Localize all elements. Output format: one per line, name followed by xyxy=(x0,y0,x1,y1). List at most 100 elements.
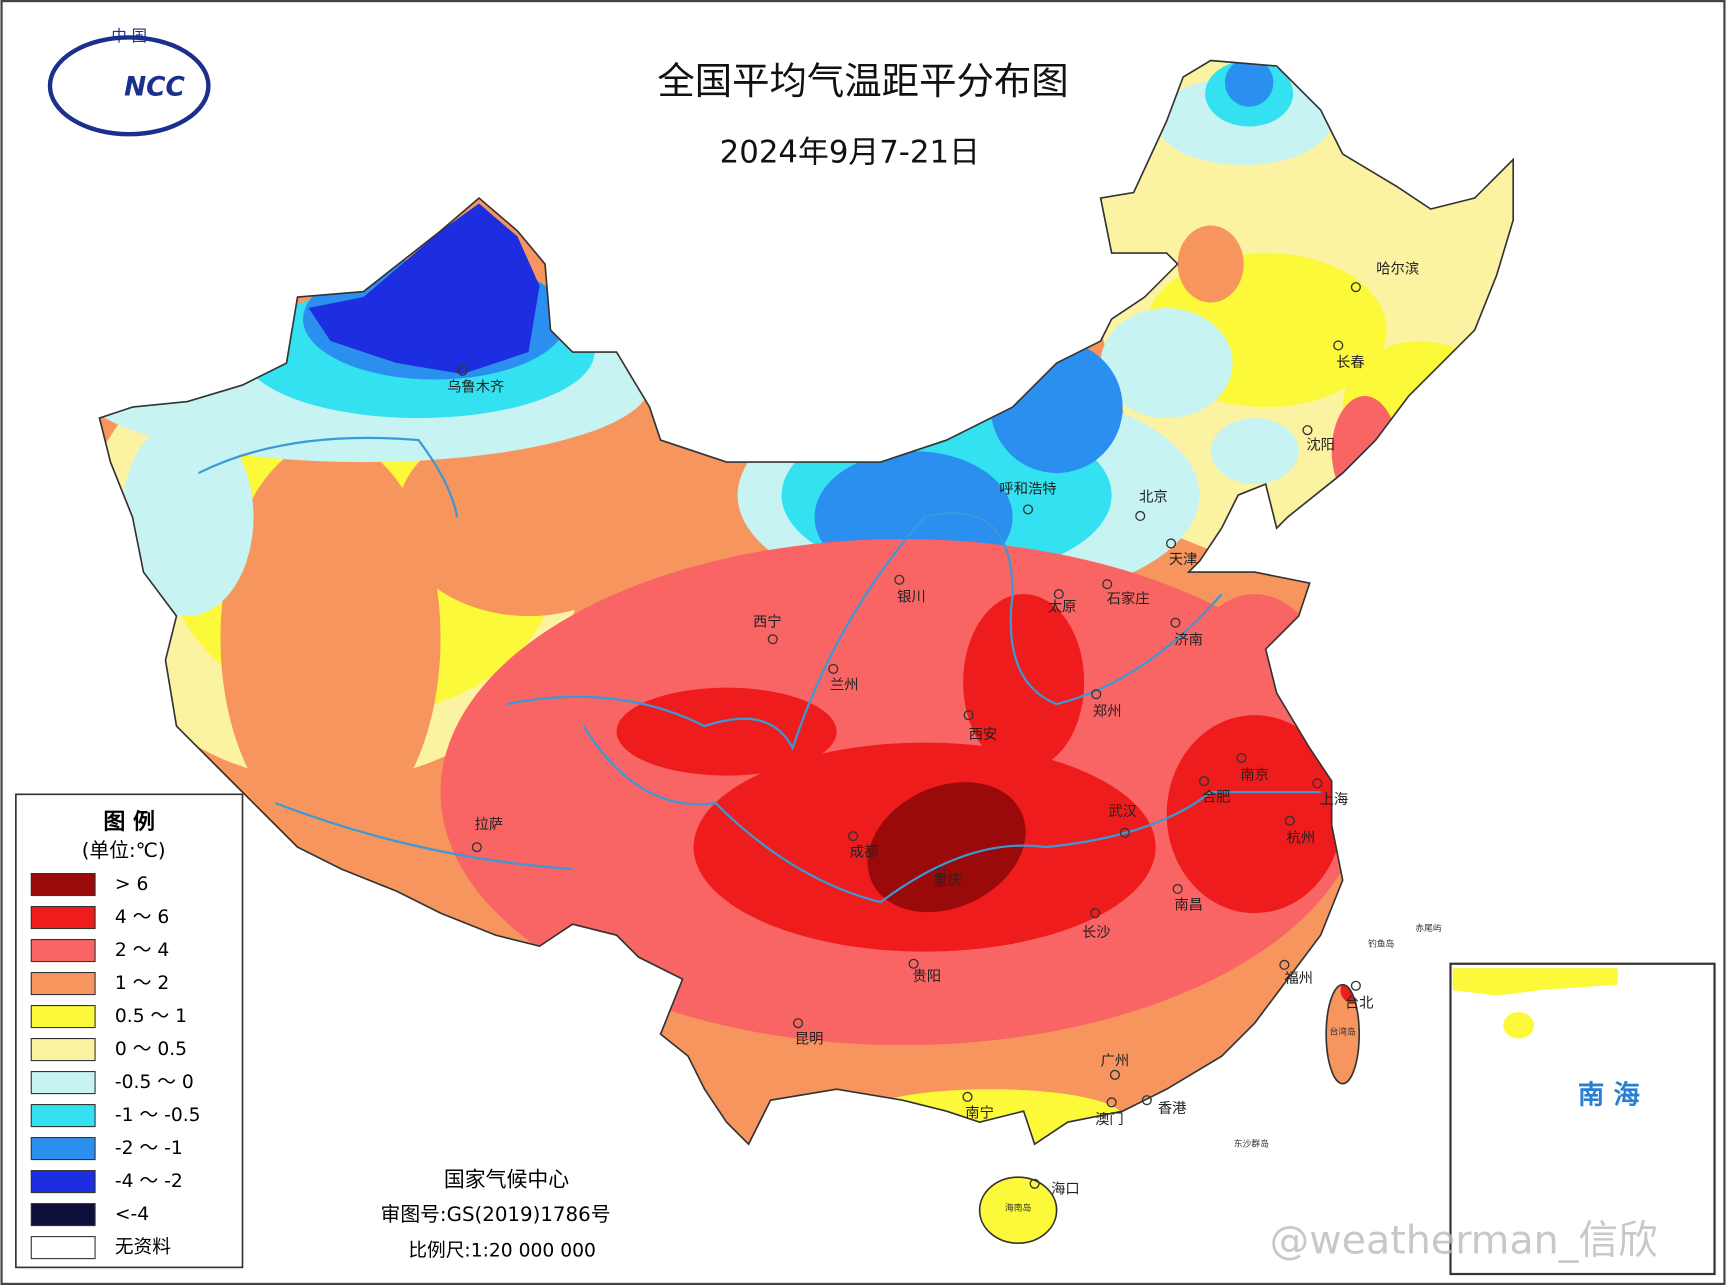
legend-swatch xyxy=(30,1137,96,1161)
legend-label: -0.5 ～ 0 xyxy=(115,1072,194,1093)
river xyxy=(582,725,1321,904)
legend: 图 例 (单位:℃) > 6 4 ～ 6 2 ～ 4 1 ～ 2 0.5 ～ 1 0 ～ … xyxy=(15,793,244,1269)
place-label: 钓鱼岛 xyxy=(1368,937,1395,949)
city-marker xyxy=(1106,1097,1117,1108)
logo-top: 中 国 xyxy=(111,27,147,45)
place-label: 东沙群岛 xyxy=(1234,1138,1269,1150)
city-marker xyxy=(1091,689,1102,700)
city-label: 沈阳 xyxy=(1306,437,1335,454)
city-marker xyxy=(1165,538,1177,549)
city-marker xyxy=(1236,752,1247,764)
legend-label: 无资料 xyxy=(115,1237,171,1258)
legend-swatch xyxy=(30,938,96,963)
city-marker xyxy=(1284,815,1295,826)
city-marker xyxy=(908,958,919,969)
subtitle: 2024年9月7-21日 xyxy=(720,135,980,171)
city-marker xyxy=(793,1018,804,1029)
river xyxy=(198,436,459,518)
city-label: 广州 xyxy=(1101,1053,1130,1070)
field-ne-cool xyxy=(1210,418,1299,485)
city-label: 杭州 xyxy=(1287,829,1316,846)
city-marker xyxy=(1333,340,1344,351)
logo-mark: NCC xyxy=(124,72,185,103)
city-label: 香港 xyxy=(1158,1100,1187,1117)
legend-title: 图 例 xyxy=(103,810,155,835)
city-marker xyxy=(1029,1178,1040,1189)
field-e-hotter xyxy=(1166,715,1343,914)
river xyxy=(506,512,1223,751)
city-marker xyxy=(1279,959,1290,970)
city-label: 呼和浩特 xyxy=(999,481,1056,498)
city-label: 银川 xyxy=(897,588,926,605)
city-label: 合肥 xyxy=(1202,789,1231,806)
legend-swatch xyxy=(30,1203,96,1227)
rivers xyxy=(198,436,1321,904)
city-label: 重庆 xyxy=(933,872,962,889)
city-marker xyxy=(894,574,905,585)
city-label: 拉萨 xyxy=(475,816,504,833)
field-c-hotter xyxy=(963,594,1085,771)
field-c-hottest xyxy=(867,782,1026,913)
place-label: 赤尾屿 xyxy=(1415,923,1442,934)
city-label: 南昌 xyxy=(1174,896,1203,913)
field-nw-colder xyxy=(308,203,540,375)
legend-swatch xyxy=(30,972,96,996)
title: 全国平均气温距平分布图 xyxy=(657,59,1068,103)
city-label: 昆明 xyxy=(795,1032,824,1048)
city-marker xyxy=(767,634,778,645)
city-marker xyxy=(1312,778,1323,789)
legend-label: <-4 xyxy=(115,1204,149,1225)
city-marker xyxy=(848,831,859,842)
city-marker xyxy=(1022,504,1034,515)
city-marker xyxy=(1172,883,1183,894)
city-label: 武汉 xyxy=(1108,803,1137,820)
city-marker xyxy=(1109,1069,1120,1080)
city-label: 石家庄 xyxy=(1107,590,1150,608)
legend-swatch xyxy=(30,1170,96,1194)
city-marker xyxy=(1135,510,1146,522)
field-w-orange xyxy=(396,418,661,617)
legend-box xyxy=(15,793,244,1269)
city-marker xyxy=(1302,425,1313,436)
legend-swatch xyxy=(30,1236,96,1260)
city-label: 太原 xyxy=(1048,598,1077,615)
logo: 中 国 NCC xyxy=(47,27,211,137)
city-label: 天津 xyxy=(1169,551,1198,568)
city-label: 北京 xyxy=(1139,488,1168,505)
city-label: 海口 xyxy=(1051,1180,1080,1197)
river xyxy=(275,802,573,871)
legend-unit: (单位:℃) xyxy=(82,839,166,862)
footer-scale: 比例尺:1:20 000 000 xyxy=(408,1240,596,1261)
city-label: 西安 xyxy=(969,726,998,743)
city-marker xyxy=(963,710,974,721)
city-label: 台北 xyxy=(1345,994,1374,1011)
field-c-hotter xyxy=(616,687,837,776)
inset: 南 海 xyxy=(1449,962,1716,1276)
legend-swatch xyxy=(30,872,96,897)
legend-swatch xyxy=(30,1104,96,1128)
footer-agency: 国家气候中心 xyxy=(444,1167,569,1191)
city-label: 西宁 xyxy=(753,614,782,631)
city-marker xyxy=(471,842,482,853)
city-label: 长沙 xyxy=(1082,924,1111,941)
city-label: 福州 xyxy=(1284,970,1313,987)
watermark: @weatherman_信欣 xyxy=(1270,1218,1658,1264)
field-ne-cold xyxy=(1224,60,1274,107)
legend-label: 0 ～ 0.5 xyxy=(115,1039,187,1060)
field-hainan xyxy=(974,1174,1063,1244)
field-nw-cool xyxy=(121,418,254,617)
city-marker xyxy=(1102,579,1113,590)
logo-ring xyxy=(47,35,211,137)
city-marker xyxy=(1170,617,1181,628)
city-marker xyxy=(1198,776,1210,787)
city-marker xyxy=(1141,1095,1152,1106)
city-marker xyxy=(828,663,839,674)
city-marker xyxy=(1090,908,1101,919)
legend-swatch xyxy=(30,1005,96,1029)
legend-label: 1 ～ 2 xyxy=(115,973,169,994)
city-label: 哈尔滨 xyxy=(1376,261,1419,278)
